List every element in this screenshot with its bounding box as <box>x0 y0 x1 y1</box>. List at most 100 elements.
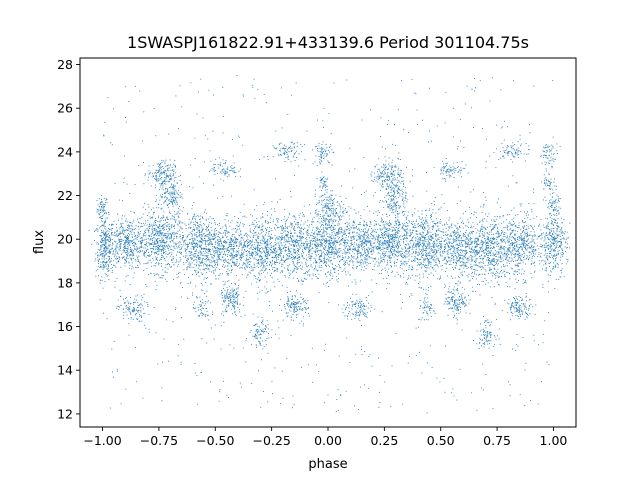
data-point <box>160 219 162 221</box>
data-point <box>298 259 300 260</box>
data-point <box>231 220 233 222</box>
data-point <box>337 223 339 225</box>
data-point <box>224 251 225 253</box>
data-point <box>235 231 237 233</box>
data-point <box>340 267 342 269</box>
data-point <box>319 231 320 233</box>
data-point <box>203 263 205 265</box>
data-point <box>204 209 206 211</box>
data-point <box>255 221 257 223</box>
data-point <box>163 240 165 242</box>
data-point <box>260 229 262 230</box>
data-point <box>179 272 181 274</box>
data-point <box>103 245 105 246</box>
data-point <box>137 218 139 220</box>
data-point <box>266 256 268 258</box>
data-point <box>186 269 188 271</box>
data-point <box>206 255 208 257</box>
data-point <box>193 215 195 217</box>
data-point <box>156 231 158 233</box>
data-point <box>214 169 216 171</box>
data-point <box>293 256 295 257</box>
data-point <box>233 245 235 247</box>
data-point <box>236 250 238 252</box>
data-point <box>325 231 327 233</box>
data-point <box>179 241 181 243</box>
data-point <box>110 267 112 269</box>
data-point <box>274 252 276 254</box>
data-point <box>130 318 132 320</box>
data-point <box>200 261 202 263</box>
data-point <box>194 270 196 271</box>
data-point <box>127 258 129 260</box>
data-point <box>315 230 317 232</box>
data-point <box>158 232 160 234</box>
data-point <box>224 235 226 237</box>
data-point <box>213 169 215 171</box>
data-point <box>293 310 295 312</box>
data-point <box>167 268 169 270</box>
data-point <box>177 211 179 213</box>
data-point <box>284 261 286 263</box>
data-point <box>180 175 181 176</box>
data-point <box>348 285 349 287</box>
data-point <box>196 297 198 299</box>
data-points <box>88 75 571 414</box>
data-point <box>179 196 181 198</box>
data-point <box>230 295 232 296</box>
data-point <box>206 264 208 266</box>
data-point <box>286 312 288 314</box>
data-point <box>120 304 122 306</box>
data-point <box>103 249 105 251</box>
data-point <box>233 257 235 259</box>
data-point <box>301 236 303 238</box>
data-point <box>101 224 103 226</box>
data-point <box>152 258 154 259</box>
data-point <box>196 274 197 275</box>
data-point <box>113 234 115 236</box>
data-point <box>172 215 173 217</box>
data-point <box>173 195 175 197</box>
data-point <box>124 265 126 267</box>
data-point <box>114 254 116 256</box>
data-point <box>293 153 295 155</box>
data-point <box>139 233 141 235</box>
data-point <box>173 197 175 199</box>
data-point <box>265 343 267 345</box>
data-point <box>221 257 223 258</box>
data-point <box>116 258 118 259</box>
data-point <box>164 169 166 171</box>
data-point <box>211 237 213 239</box>
data-point <box>205 235 207 237</box>
data-point <box>159 231 161 233</box>
data-point <box>172 174 174 176</box>
data-point <box>146 228 148 229</box>
data-point <box>201 284 203 286</box>
data-point <box>288 225 290 227</box>
data-point <box>132 255 134 257</box>
data-point <box>103 233 105 235</box>
data-point <box>97 268 99 270</box>
data-point <box>180 258 182 260</box>
data-point <box>132 229 134 231</box>
data-point <box>107 271 109 272</box>
data-point <box>173 172 175 174</box>
data-point <box>319 255 321 256</box>
data-point <box>104 206 105 208</box>
data-point <box>261 330 263 332</box>
data-point <box>269 248 271 250</box>
data-point <box>302 215 304 217</box>
data-point <box>187 266 189 267</box>
data-point <box>178 207 180 209</box>
data-point <box>264 261 266 263</box>
data-point <box>210 241 212 243</box>
data-point <box>224 296 226 298</box>
data-point <box>202 248 204 250</box>
data-point <box>260 344 262 346</box>
data-point <box>170 179 172 181</box>
data-point <box>263 260 265 262</box>
data-point <box>262 248 264 250</box>
data-point <box>324 149 326 151</box>
data-point <box>270 264 272 266</box>
data-point <box>225 295 227 297</box>
